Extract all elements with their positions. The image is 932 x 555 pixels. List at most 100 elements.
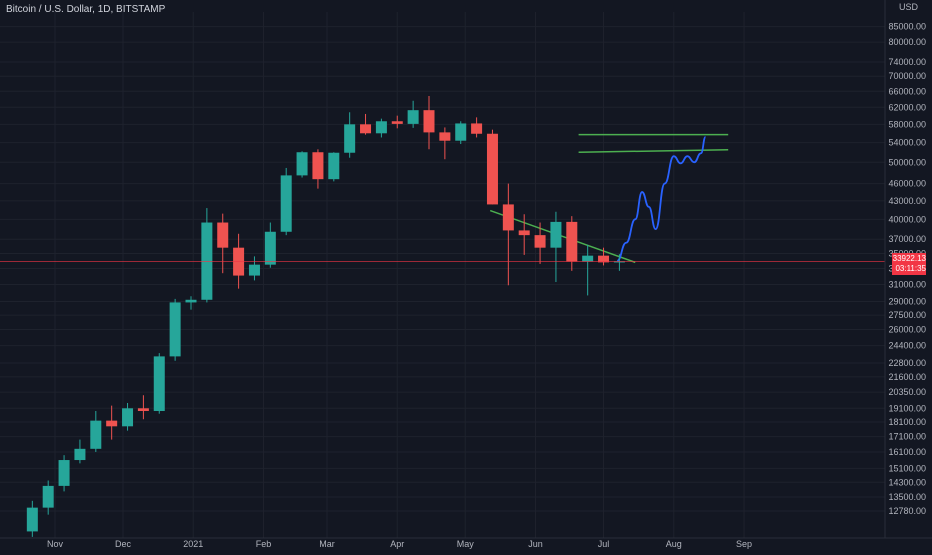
candle <box>518 214 530 255</box>
candle-body <box>407 110 419 124</box>
candle-body <box>598 255 610 263</box>
candle-body <box>328 152 340 180</box>
candle <box>264 222 276 268</box>
x-tick-label: May <box>457 539 475 549</box>
candle-body <box>344 124 356 153</box>
candle-body <box>122 408 134 427</box>
candle-body <box>248 264 260 276</box>
y-tick-label: 66000.00 <box>888 86 926 96</box>
y-tick-label: 21600.00 <box>888 372 926 382</box>
candle <box>439 127 451 160</box>
x-tick-label: Nov <box>47 539 64 549</box>
candle <box>312 149 324 189</box>
drawings[interactable] <box>489 133 729 264</box>
projection-path[interactable] <box>616 136 707 262</box>
candle <box>344 112 356 158</box>
x-tick-label: Sep <box>736 539 752 549</box>
candle <box>217 213 229 274</box>
bar-countdown: 03:11:35 <box>895 264 926 273</box>
candle <box>106 405 118 440</box>
candle <box>296 151 308 178</box>
candle <box>90 410 102 452</box>
candle-body <box>312 152 324 180</box>
y-tick-label: 17100.00 <box>888 432 926 442</box>
time-axis[interactable]: NovDec2021FebMarAprMayJunJulAugSepOct <box>0 539 752 549</box>
candle <box>550 211 562 283</box>
y-tick-label: 46000.00 <box>888 179 926 189</box>
candle <box>26 500 38 537</box>
descending-trendline[interactable] <box>489 209 636 264</box>
candle-body <box>217 222 229 248</box>
candle <box>486 129 498 205</box>
candle-body <box>375 121 387 134</box>
candle <box>42 480 54 515</box>
y-tick-label: 70000.00 <box>888 71 926 81</box>
x-tick-label: 2021 <box>183 539 203 549</box>
candle-body <box>264 231 276 265</box>
price-axis[interactable]: 12780.00 13500.00 14300.00 15100.00 16100.00… <box>888 22 926 516</box>
x-tick-label: Aug <box>666 539 682 549</box>
x-tick-label: Dec <box>115 539 132 549</box>
symbol-title: Bitcoin / U.S. Dollar, 1D, BITSTAMP <box>6 4 166 15</box>
candle-body <box>550 221 562 248</box>
x-tick-label: Feb <box>256 539 272 549</box>
candle <box>122 402 134 431</box>
x-tick-label: Apr <box>390 539 404 549</box>
y-tick-label: 19100.00 <box>888 403 926 413</box>
candle-body <box>613 261 625 263</box>
candle-body <box>518 230 530 236</box>
candle <box>153 353 165 414</box>
candle <box>375 118 387 138</box>
candle <box>455 121 467 145</box>
candle-body <box>455 123 467 141</box>
candle-body <box>502 204 514 231</box>
candle <box>582 244 594 296</box>
current-price-value: 33922.13 <box>892 254 926 263</box>
candle <box>328 152 340 182</box>
candle-body <box>534 235 546 248</box>
resistance-line[interactable] <box>578 149 729 153</box>
current-price-badge: 33922.13 03:11:35 <box>892 253 926 275</box>
candle <box>74 439 86 464</box>
candle-body <box>360 124 372 134</box>
axes <box>0 0 932 539</box>
candle <box>613 254 625 271</box>
candle-body <box>169 302 181 357</box>
candle <box>423 95 435 150</box>
candle <box>598 247 610 266</box>
candle-body <box>582 255 594 262</box>
y-tick-label: 27500.00 <box>888 310 926 320</box>
candle <box>407 100 419 128</box>
y-tick-label: 22800.00 <box>888 358 926 368</box>
candle-body <box>439 132 451 141</box>
candle-body <box>26 507 38 532</box>
candle-body <box>74 448 86 461</box>
candle <box>185 296 197 310</box>
x-tick-label: Jun <box>528 539 543 549</box>
y-tick-label: 26000.00 <box>888 324 926 334</box>
y-tick-label: 43000.00 <box>888 196 926 206</box>
candle-body <box>296 152 308 176</box>
candle-body <box>137 408 149 411</box>
y-tick-label: 12780.00 <box>888 506 926 516</box>
candle-body <box>106 420 118 427</box>
candle-body <box>90 420 102 449</box>
candle-body <box>391 121 403 124</box>
grid <box>0 12 885 538</box>
candle <box>360 113 372 135</box>
axis-unit-label: USD <box>899 2 919 12</box>
candle <box>534 222 546 264</box>
y-tick-label: 14300.00 <box>888 477 926 487</box>
y-tick-label: 20350.00 <box>888 387 926 397</box>
candle-body <box>486 133 498 205</box>
candle-body <box>58 460 70 486</box>
candle <box>391 115 403 129</box>
y-tick-label: 80000.00 <box>888 37 926 47</box>
candle-body <box>471 123 483 134</box>
candle-body <box>42 485 54 508</box>
x-tick-label: Mar <box>319 539 335 549</box>
y-tick-label: 31000.00 <box>888 279 926 289</box>
y-tick-label: 85000.00 <box>888 22 926 32</box>
